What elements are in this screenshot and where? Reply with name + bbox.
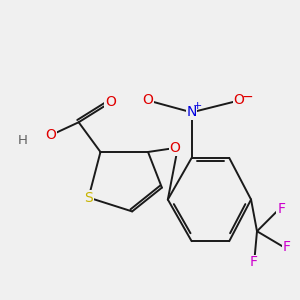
Text: O: O (105, 95, 116, 110)
Text: F: F (277, 202, 285, 216)
Text: F: F (250, 255, 258, 269)
Text: O: O (46, 128, 56, 142)
Text: O: O (142, 94, 154, 107)
Text: −: − (242, 90, 253, 104)
Text: H: H (18, 134, 28, 147)
Text: O: O (234, 94, 244, 107)
Text: +: + (193, 101, 202, 111)
Text: O: O (169, 141, 180, 155)
Text: N: N (186, 105, 197, 119)
Text: F: F (283, 240, 291, 254)
Text: S: S (84, 190, 93, 205)
